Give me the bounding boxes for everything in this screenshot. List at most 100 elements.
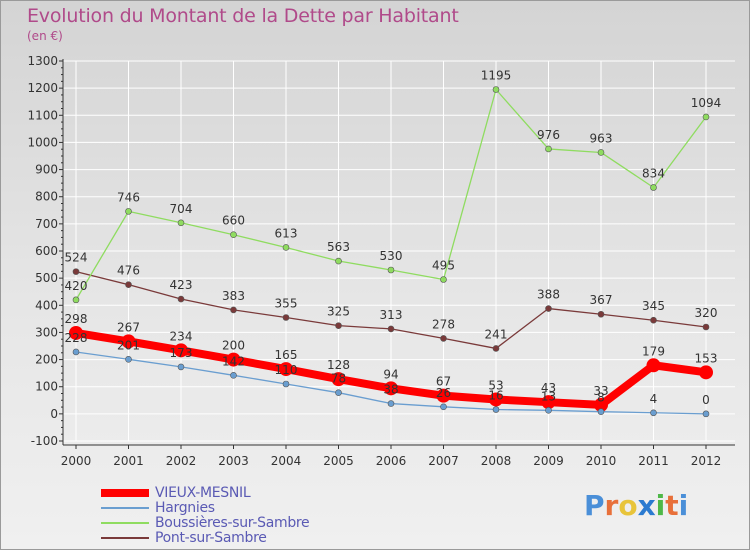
data-label-pont-sur-sambre: 524 — [65, 251, 88, 265]
data-label-pont-sur-sambre: 388 — [537, 288, 560, 302]
logo-letter: r — [604, 489, 619, 522]
data-point-pont-sur-sambre — [335, 322, 342, 329]
data-label-vieux-mesnil: 234 — [170, 329, 193, 343]
logo-letter: P — [584, 489, 605, 522]
chart-title: Evolution du Montant de la Dette par Hab… — [27, 5, 459, 27]
x-tick-label: 2009 — [533, 454, 564, 468]
data-label-hargnies: 201 — [117, 338, 140, 352]
data-point-vieux-mesnil — [541, 395, 556, 410]
data-label-hargnies: 13 — [541, 389, 556, 403]
data-point-hargnies — [545, 407, 552, 414]
data-label-boussi-res-sur-sambre: 530 — [380, 249, 403, 263]
data-point-hargnies — [650, 409, 657, 417]
x-tick-label: 2001 — [113, 454, 144, 468]
data-point-boussi-res-sur-sambre — [545, 145, 552, 153]
data-label-vieux-mesnil: 298 — [65, 312, 88, 326]
data-point-vieux-mesnil — [279, 362, 293, 377]
data-label-boussi-res-sur-sambre: 746 — [117, 190, 140, 204]
y-tick-label: 0 — [50, 407, 58, 421]
data-label-vieux-mesnil: 53 — [488, 378, 503, 392]
data-label-pont-sur-sambre: 423 — [170, 278, 193, 292]
chart-subtitle: (en €) — [27, 29, 63, 43]
data-label-hargnies: 78 — [331, 372, 346, 386]
y-tick-label: 100 — [35, 380, 58, 394]
legend-swatch — [101, 489, 149, 497]
y-tick-label: 300 — [35, 325, 58, 339]
data-label-boussi-res-sur-sambre: 495 — [432, 259, 455, 273]
data-point-boussi-res-sur-sambre — [440, 276, 447, 283]
data-label-hargnies: 38 — [383, 383, 398, 397]
y-tick-label: 600 — [35, 244, 58, 258]
data-point-boussi-res-sur-sambre — [702, 113, 710, 121]
data-point-pont-sur-sambre — [650, 316, 657, 324]
data-label-boussi-res-sur-sambre: 613 — [275, 226, 298, 240]
data-label-pont-sur-sambre: 383 — [222, 289, 245, 303]
x-tick-label: 2011 — [638, 454, 669, 468]
data-label-pont-sur-sambre: 313 — [380, 308, 403, 322]
data-point-pont-sur-sambre — [597, 310, 605, 318]
data-point-vieux-mesnil — [594, 397, 608, 412]
data-label-pont-sur-sambre: 367 — [590, 293, 613, 307]
data-label-boussi-res-sur-sambre: 420 — [65, 279, 88, 293]
data-point-vieux-mesnil — [646, 358, 661, 373]
x-tick-label: 2006 — [376, 454, 407, 468]
data-label-hargnies: 0 — [702, 393, 710, 407]
data-point-pont-sur-sambre — [702, 323, 710, 331]
data-point-boussi-res-sur-sambre — [650, 184, 657, 191]
data-point-vieux-mesnil — [174, 343, 188, 358]
data-label-boussi-res-sur-sambre: 563 — [327, 240, 350, 254]
y-tick-label: 500 — [35, 271, 58, 285]
y-tick-label: 200 — [35, 353, 58, 367]
logo-letter: o — [618, 489, 638, 522]
data-point-vieux-mesnil — [699, 365, 713, 380]
data-label-hargnies: 4 — [650, 392, 658, 406]
data-label-boussi-res-sur-sambre: 963 — [590, 131, 613, 145]
data-label-boussi-res-sur-sambre: 660 — [222, 214, 245, 228]
data-point-pont-sur-sambre — [282, 314, 290, 321]
x-tick-label: 2002 — [166, 454, 197, 468]
x-tick-label: 2012 — [691, 454, 722, 468]
legend-swatch — [101, 522, 149, 524]
y-tick-label: 1000 — [27, 135, 58, 149]
data-label-vieux-mesnil: 200 — [222, 339, 245, 353]
data-label-boussi-res-sur-sambre: 1195 — [481, 69, 512, 83]
data-point-pont-sur-sambre — [125, 281, 132, 288]
data-label-pont-sur-sambre: 278 — [432, 317, 455, 331]
data-point-boussi-res-sur-sambre — [597, 149, 605, 156]
data-label-hargnies: 173 — [170, 346, 193, 360]
data-label-vieux-mesnil: 33 — [593, 384, 608, 398]
data-label-boussi-res-sur-sambre: 1094 — [691, 96, 722, 110]
data-label-hargnies: 142 — [222, 354, 245, 368]
data-point-pont-sur-sambre — [230, 306, 237, 314]
data-point-hargnies — [230, 372, 237, 379]
data-label-hargnies: 26 — [436, 386, 451, 400]
data-point-hargnies — [125, 355, 132, 363]
y-tick-label: 1300 — [27, 54, 58, 68]
x-tick-label: 2003 — [218, 454, 249, 468]
logo-letter: i — [678, 489, 689, 522]
data-label-vieux-mesnil: 179 — [642, 344, 665, 358]
data-point-pont-sur-sambre — [387, 325, 395, 333]
legend-swatch — [101, 537, 149, 539]
data-point-vieux-mesnil — [489, 392, 503, 407]
data-label-vieux-mesnil: 153 — [695, 351, 718, 365]
logo-letter: x — [637, 489, 656, 522]
data-point-boussi-res-sur-sambre — [335, 257, 342, 265]
legend-swatch — [101, 507, 149, 509]
data-point-pont-sur-sambre — [177, 295, 185, 303]
y-tick-label: 1100 — [27, 108, 58, 122]
data-label-hargnies: 8 — [597, 391, 605, 405]
data-point-boussi-res-sur-sambre — [230, 231, 237, 239]
x-tick-label: 2005 — [323, 454, 354, 468]
data-point-hargnies — [440, 403, 447, 411]
data-point-hargnies — [492, 406, 500, 413]
data-point-hargnies — [387, 400, 395, 407]
x-tick-label: 2000 — [61, 454, 92, 468]
data-label-pont-sur-sambre: 320 — [695, 306, 718, 320]
data-point-hargnies — [177, 363, 185, 371]
legend-label: Pont-sur-Sambre — [155, 530, 267, 546]
x-tick-label: 2008 — [481, 454, 512, 468]
data-point-vieux-mesnil — [69, 325, 83, 340]
data-point-pont-sur-sambre — [492, 345, 500, 352]
data-point-hargnies — [702, 410, 710, 418]
